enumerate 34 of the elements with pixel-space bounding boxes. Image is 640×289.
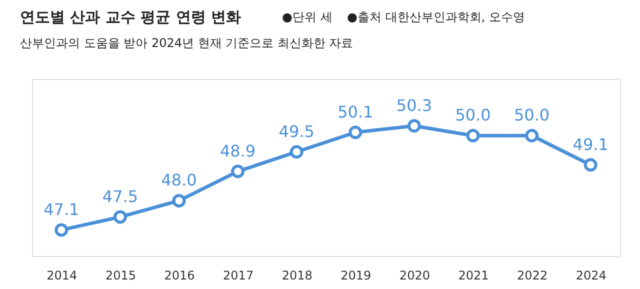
point xyxy=(290,145,304,159)
x-tick-label: 2015 xyxy=(105,268,136,282)
point xyxy=(231,164,245,178)
x-tick-label: 2014 xyxy=(46,268,78,282)
x-tick-label: 2024 xyxy=(576,268,606,282)
point xyxy=(172,194,186,208)
data-label: 48.0 xyxy=(161,170,197,190)
chart-subtitle: 산부인과의 도움을 받아 2024년 현재 기준으로 최신화한 자료 xyxy=(20,36,354,50)
x-tick-label: 2020 xyxy=(399,268,430,282)
x-tick-label: 2018 xyxy=(282,268,312,282)
data-label: 50.3 xyxy=(396,96,432,115)
chart-title: 연도별 산과 교수 평균 연령 변화 xyxy=(20,8,242,26)
data-label: 49.1 xyxy=(572,134,608,154)
data-label: 50.0 xyxy=(514,106,550,125)
point xyxy=(113,210,127,224)
point xyxy=(466,128,480,142)
point xyxy=(525,128,539,142)
data-label: 50.1 xyxy=(338,102,374,122)
data-label: 47.1 xyxy=(44,200,80,219)
x-tick-label: 2017 xyxy=(223,268,254,282)
x-tick-label: 2016 xyxy=(164,268,195,282)
x-tick-label: 2019 xyxy=(340,268,372,282)
data-label: 48.9 xyxy=(220,141,256,160)
x-tick-label: 2022 xyxy=(517,268,548,282)
data-label: 47.5 xyxy=(102,186,138,206)
point xyxy=(584,158,598,172)
x-tick-label: 2021 xyxy=(458,268,489,282)
point xyxy=(54,223,68,237)
text: ●단위 세 xyxy=(282,10,332,24)
text: ●출처 대한산부인과학회, 오수영 xyxy=(347,10,525,24)
data-label: 49.5 xyxy=(278,122,314,141)
data-label: 50.0 xyxy=(455,106,491,125)
point xyxy=(348,126,362,140)
point xyxy=(407,119,421,133)
